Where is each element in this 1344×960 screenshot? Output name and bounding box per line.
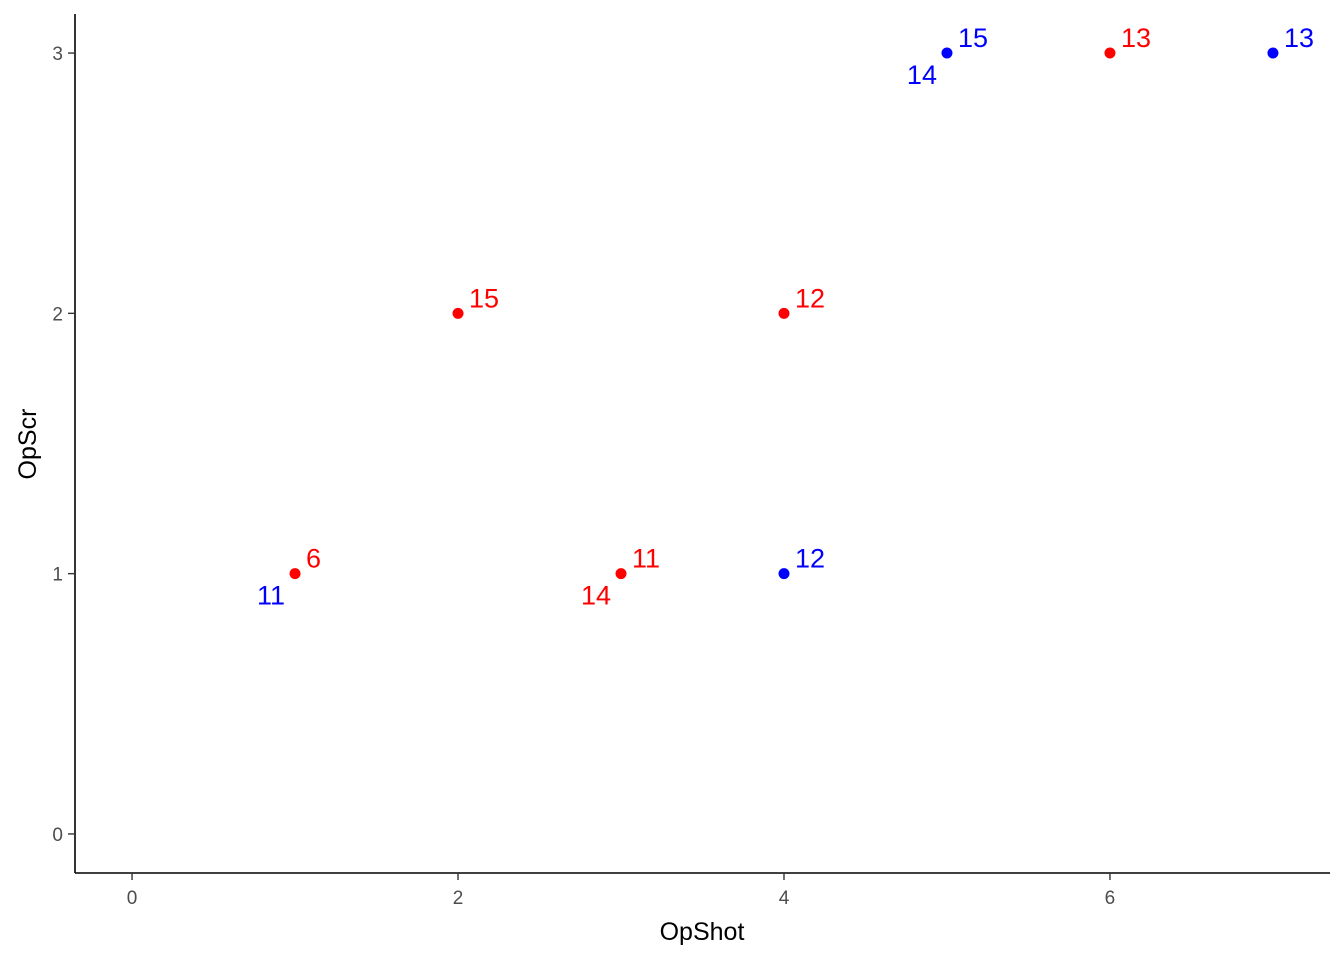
point-label: 12 <box>795 544 825 574</box>
y-tick-label: 3 <box>52 44 63 65</box>
x-axis-title: OpShot <box>660 918 745 946</box>
y-tick-label: 0 <box>52 825 63 846</box>
point-label: 13 <box>1284 23 1314 53</box>
point-label: 11 <box>632 544 660 574</box>
point-label: 14 <box>907 60 937 90</box>
y-tick-label: 2 <box>52 304 63 325</box>
data-point <box>1267 47 1279 59</box>
x-tick-label: 0 <box>127 888 138 909</box>
data-point <box>452 307 464 319</box>
data-point <box>615 568 627 580</box>
data-point <box>1104 47 1116 59</box>
data-point <box>941 47 953 59</box>
data-points <box>289 47 1279 580</box>
y-tick-label: 1 <box>52 565 63 586</box>
point-label: 6 <box>306 544 321 574</box>
x-tick-label: 6 <box>1105 888 1116 909</box>
x-tick-label: 4 <box>779 888 790 909</box>
point-label: 14 <box>581 581 611 611</box>
y-axis-title: OpScr <box>14 409 42 480</box>
point-label: 11 <box>257 581 285 611</box>
point-label: 15 <box>469 283 499 313</box>
data-point <box>289 568 301 580</box>
point-labels: 6 15 11 14 12 13 11 12 15 14 13 <box>257 23 1314 611</box>
data-point <box>778 568 790 580</box>
point-label: 13 <box>1121 23 1151 53</box>
data-point <box>778 307 790 319</box>
point-label: 12 <box>795 283 825 313</box>
point-label: 15 <box>958 23 988 53</box>
x-tick-label: 2 <box>453 888 464 909</box>
